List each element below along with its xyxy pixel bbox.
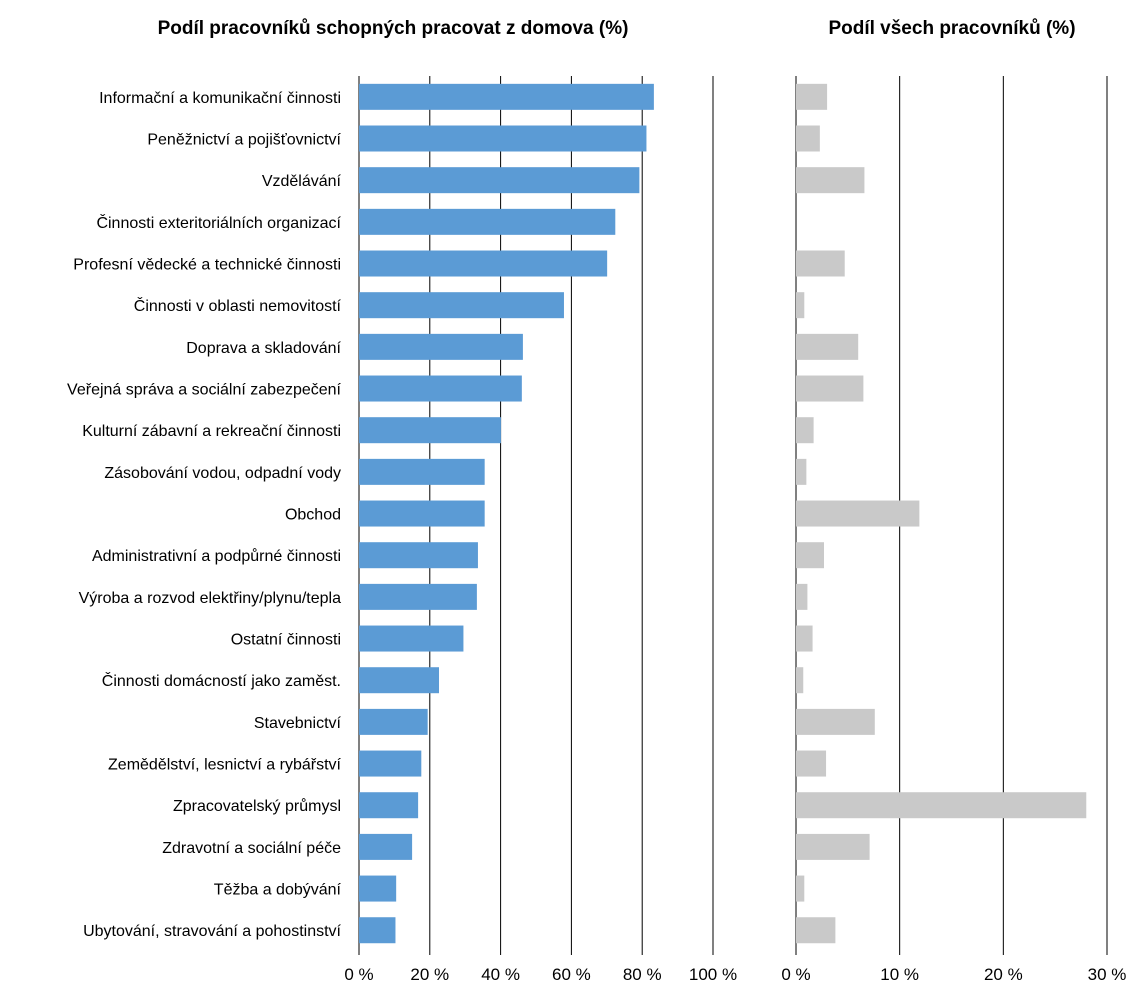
category-label: Těžba a dobývání (214, 882, 342, 899)
bar (796, 917, 836, 944)
bar (796, 167, 865, 194)
category-label: Činnosti domácností jako zaměst. (102, 671, 341, 690)
bar (796, 250, 845, 277)
bar (359, 708, 428, 735)
bar (796, 583, 808, 610)
bar (359, 83, 654, 110)
category-label: Administrativní a podpůrné činnosti (92, 547, 341, 565)
bar (359, 750, 422, 777)
tick-label: 10 % (880, 965, 919, 984)
category-label: Profesní vědecké a technické činnosti (73, 257, 341, 274)
bar (796, 542, 824, 569)
right-chart-title: Podíl všech pracovníků (%) (828, 18, 1075, 39)
bar (796, 83, 828, 110)
bar (359, 833, 413, 860)
bar (359, 292, 564, 319)
category-label: Zpracovatelský průmysl (173, 797, 341, 815)
bar (359, 333, 523, 360)
bar (796, 750, 827, 777)
category-label: Kulturní zábavní a rekreační činnosti (82, 423, 341, 440)
bar (796, 125, 820, 152)
bar (359, 875, 397, 902)
category-label: Zdravotní a sociální péče (162, 840, 341, 857)
bar (359, 208, 616, 235)
bar (359, 625, 464, 652)
category-label: Ubytování, stravování a pohostinství (83, 923, 341, 940)
category-label: Doprava a skladování (186, 340, 341, 357)
tick-label: 40 % (481, 965, 520, 984)
category-label: Obchod (285, 507, 341, 524)
category-label: Stavebnictví (254, 715, 342, 732)
category-label: Peněžnictví a pojišťovnictví (147, 132, 341, 149)
bar (796, 833, 870, 860)
bar (796, 667, 804, 694)
bar (359, 792, 419, 819)
bar (796, 708, 875, 735)
bar (796, 375, 864, 402)
bar (796, 292, 805, 319)
category-label: Zemědělství, lesnictví a rybářství (108, 757, 342, 774)
category-label: Ostatní činnosti (231, 632, 341, 649)
category-label: Informační a komunikační činnosti (99, 90, 341, 107)
category-label: Vzdělávání (262, 173, 342, 190)
bar (359, 458, 485, 485)
category-label: Zásobování vodou, odpadní vody (104, 465, 341, 482)
bar (796, 875, 805, 902)
bar (359, 417, 501, 444)
bar (359, 583, 477, 610)
category-label: Veřejná správa a sociální zabezpečení (67, 382, 342, 399)
tick-label: 60 % (552, 965, 591, 984)
bar (359, 500, 485, 527)
bar (796, 458, 807, 485)
bar (796, 417, 814, 444)
tick-label: 80 % (623, 965, 662, 984)
category-label: Výroba a rozvod elektřiny/plynu/tepla (79, 590, 341, 607)
category-label: Činnosti v oblasti nemovitostí (134, 296, 342, 315)
bar (359, 917, 396, 944)
left-panel: 0 % 20 % 40 % 60 % 80 % 100 % Informační a kom… (67, 76, 737, 984)
tick-label: 100 % (689, 965, 737, 984)
category-label: Činnosti exteritoriálních organizací (96, 213, 341, 232)
bar (359, 375, 522, 402)
left-chart-title: Podíl pracovníků schopných pracovat z do… (158, 18, 629, 39)
bar (359, 125, 647, 152)
bar (796, 625, 813, 652)
bar (359, 542, 478, 569)
bar (359, 667, 440, 694)
tick-label: 20 % (984, 965, 1023, 984)
tick-label: 0 % (344, 965, 373, 984)
tick-label: 0 % (781, 965, 810, 984)
bar (796, 500, 920, 527)
bar (796, 792, 1087, 819)
tick-label: 20 % (410, 965, 449, 984)
tick-label: 30 % (1088, 965, 1127, 984)
bar (359, 167, 640, 194)
bar (359, 250, 608, 277)
bar (796, 333, 859, 360)
right-panel: 0 % 10 % 20 % 30 % (781, 76, 1126, 984)
